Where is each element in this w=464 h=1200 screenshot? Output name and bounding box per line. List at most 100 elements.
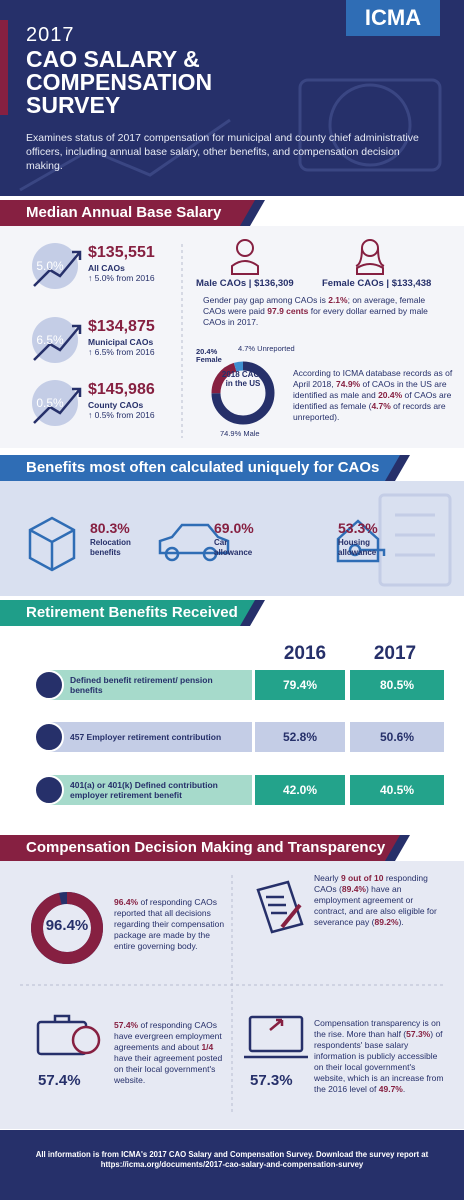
text-run: have their agreement posted on their loc…	[114, 1053, 223, 1085]
salary-amount: $135,551	[88, 244, 155, 261]
comp-text: Nearly 9 out of 10 responding CAOs (89.4…	[314, 873, 444, 928]
salary-change: ↑ 0.5% from 2016	[88, 410, 155, 420]
column-header: 2017	[373, 643, 417, 664]
salary-label: County CAOs	[88, 400, 144, 410]
section-heading: Retirement Benefits Received	[26, 604, 238, 621]
column-header: 2016	[283, 643, 327, 664]
benefit-label: Relocation benefits	[90, 538, 131, 557]
intro: Examines status of 2017 compensation for…	[26, 132, 419, 172]
badge-label: 6.5%	[36, 333, 64, 347]
year: 2017	[26, 24, 75, 46]
row-label: 401(a) or 401(k) Defined contribution em…	[48, 775, 252, 805]
text-run: 57.3%	[406, 1029, 431, 1039]
salary-label: Municipal CAOs	[88, 337, 154, 347]
text-run: 96.4%	[114, 897, 139, 907]
ring-label: 96.4%	[45, 917, 89, 934]
comp-text: 96.4% of responding CAOs reported that a…	[114, 897, 226, 952]
donut-segment	[211, 362, 237, 394]
comp-text: Compensation transparency is on the rise…	[314, 1018, 446, 1095]
table-cell: 80.5%	[350, 670, 444, 700]
comp-text: 57.4% of responding CAOs have evergreen …	[114, 1020, 226, 1086]
text-run: Nearly	[314, 873, 341, 883]
text-run: 97.9 cents	[267, 306, 309, 316]
benefits-bg	[0, 481, 464, 596]
heading-band	[0, 600, 265, 626]
table-cell: 52.8%	[255, 722, 345, 752]
text-run: 1/4	[201, 1042, 214, 1052]
text-run: for every dollar earned by male CAOs in …	[203, 306, 428, 327]
male-label: Male CAOs | $136,309	[196, 278, 294, 289]
gap-text: Gender pay gap among CAOs is 2.1%; on av…	[203, 295, 448, 328]
text-run: Gender pay gap among CAOs is	[203, 295, 329, 305]
salary-amount: $134,875	[88, 318, 155, 335]
row-icon	[34, 670, 64, 700]
benefit-label: Car allowance	[214, 538, 253, 557]
row-label: Defined benefit retirement/ pension bene…	[48, 670, 252, 700]
footer-line: All information is from ICMA's 2017 CAO …	[35, 1150, 429, 1159]
text-run: 89.4%	[341, 884, 366, 894]
text-run: .	[402, 1084, 406, 1094]
donut-label: 20.4% Female	[196, 347, 222, 364]
table-cell: 42.0%	[255, 775, 345, 805]
text-run: ) of respondents' base salary informatio…	[314, 1029, 444, 1094]
benefit-value: 69.0%	[214, 520, 254, 536]
table-cell: 40.5%	[350, 775, 444, 805]
section-heading: Median Annual Base Salary	[26, 204, 222, 221]
trend-arrow	[33, 387, 82, 424]
text-run: Compensation transparency is on the rise…	[314, 1018, 441, 1039]
trend-arrow	[33, 324, 82, 361]
ring-segment	[31, 892, 103, 964]
row-icon	[34, 722, 64, 752]
benefit-value: 80.3%	[90, 520, 130, 536]
donut-segment	[211, 361, 275, 425]
title-line: CAO SALARY &	[26, 46, 200, 72]
table-cell: 50.6%	[350, 722, 444, 752]
header-art	[0, 0, 442, 192]
text-run: of records are unreported).	[293, 401, 446, 422]
section-heading: Compensation Decision Making and Transpa…	[26, 839, 386, 856]
compensation-art	[0, 835, 445, 1115]
trend-arrow	[33, 250, 82, 287]
donut-segment	[233, 361, 244, 372]
badge-label: 0.5%	[36, 396, 64, 410]
text-run: of responding CAOs reported that all dec…	[114, 897, 225, 951]
footer	[0, 1130, 464, 1200]
row-label: 457 Employer retirement contribution	[48, 722, 252, 752]
female-label: Female CAOs | $133,438	[322, 278, 432, 289]
benefits-art	[0, 455, 452, 587]
heading-band	[0, 200, 265, 226]
text-run: 74.9%	[336, 379, 361, 389]
text-run: responding CAOs (	[314, 873, 428, 894]
text-run: ; on average, female CAOs were paid	[203, 295, 426, 316]
donut-label: 4.7% Unreported	[238, 344, 295, 353]
text-run: of CAOs are identified as female (	[293, 390, 452, 411]
logo: ICMA	[364, 5, 422, 30]
title-line: COMPENSATION	[26, 69, 213, 95]
text-run: 89.2%	[374, 917, 399, 927]
text-run: 49.7%	[378, 1084, 403, 1094]
footer-link[interactable]: https://icma.org/documents/2017-cao-sala…	[100, 1160, 364, 1169]
text-run: of CAOs in the US are identified as male…	[293, 379, 447, 400]
salary-amount: $145,986	[88, 381, 155, 398]
salary-change: ↑ 5.0% from 2016	[88, 273, 155, 283]
benefit-value: 53.3%	[338, 520, 378, 536]
row-icon	[34, 775, 64, 805]
big-stat: 57.3%	[250, 1072, 293, 1089]
records-text: According to ICMA database records as of…	[293, 368, 453, 423]
donut-center: 2018 CAOs in the US	[221, 370, 265, 388]
text-run: 20.4%	[378, 390, 403, 400]
title: CAO SALARY & COMPENSATION SURVEY	[26, 48, 212, 117]
salary-art: 5.0% 6.5% 0.5%	[32, 239, 385, 438]
text-run: 9 out of 10	[340, 873, 384, 883]
text-run: 2.1%	[328, 295, 348, 305]
text-run: 57.4%	[114, 1020, 139, 1030]
salary-change: ↑ 6.5% from 2016	[88, 347, 155, 357]
benefit-label: Housing allowance	[338, 538, 377, 557]
title-line: SURVEY	[26, 92, 121, 118]
table-cell: 79.4%	[255, 670, 345, 700]
text-run: ).	[398, 917, 404, 927]
text-run: ) have an employment agreement or contra…	[314, 884, 437, 927]
text-run: According to ICMA database records as of…	[293, 368, 453, 389]
text-run: of responding CAOs have evergreen employ…	[114, 1020, 222, 1052]
